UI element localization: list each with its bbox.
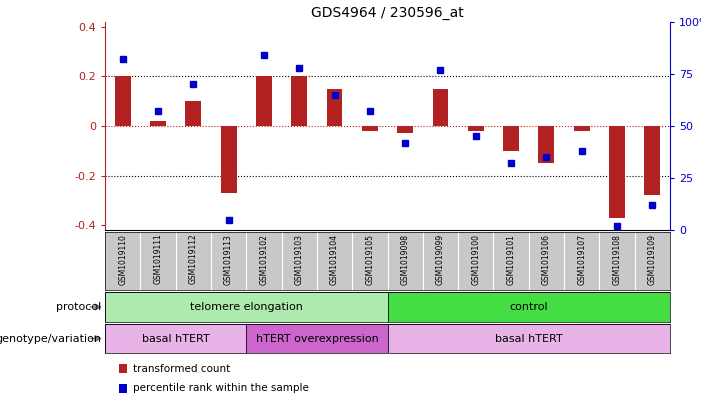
Text: GSM1019103: GSM1019103 (294, 234, 304, 285)
Text: GSM1019105: GSM1019105 (365, 234, 374, 285)
Bar (433, 89, 449, 126)
Bar (644, 126, 660, 195)
Bar (574, 126, 590, 131)
Bar (105, 292, 388, 322)
Text: protocol: protocol (56, 302, 102, 312)
Bar (256, 77, 272, 126)
Text: GSM1019106: GSM1019106 (542, 234, 551, 285)
Bar (150, 121, 166, 126)
Bar (292, 77, 307, 126)
Bar (362, 126, 378, 131)
Text: genotype/variation: genotype/variation (0, 334, 102, 343)
Bar (221, 126, 236, 193)
Bar (538, 126, 554, 163)
Text: GSM1019107: GSM1019107 (577, 234, 586, 285)
Text: GSM1019098: GSM1019098 (401, 234, 409, 285)
Text: GSM1019112: GSM1019112 (189, 234, 198, 285)
Text: percentile rank within the sample: percentile rank within the sample (133, 383, 309, 393)
Text: telomere elongation: telomere elongation (190, 302, 303, 312)
Bar (115, 77, 130, 126)
Text: GSM1019102: GSM1019102 (259, 234, 268, 285)
Bar (388, 324, 670, 353)
Text: GSM1019099: GSM1019099 (436, 234, 445, 285)
Bar (105, 324, 246, 353)
Text: GSM1019104: GSM1019104 (330, 234, 339, 285)
Text: GSM1019109: GSM1019109 (648, 234, 657, 285)
Text: GSM1019108: GSM1019108 (613, 234, 622, 285)
Bar (397, 126, 413, 134)
Text: GSM1019100: GSM1019100 (471, 234, 480, 285)
Bar (327, 89, 343, 126)
Text: basal hTERT: basal hTERT (142, 334, 210, 343)
Text: control: control (510, 302, 548, 312)
Bar (246, 324, 388, 353)
Bar (388, 292, 670, 322)
Bar (503, 126, 519, 151)
Text: hTERT overexpression: hTERT overexpression (255, 334, 379, 343)
Text: basal hTERT: basal hTERT (495, 334, 563, 343)
Text: GSM1019110: GSM1019110 (118, 234, 127, 285)
Text: transformed count: transformed count (133, 364, 231, 374)
Title: GDS4964 / 230596_at: GDS4964 / 230596_at (311, 6, 464, 20)
Bar (609, 126, 625, 218)
Text: GSM1019113: GSM1019113 (224, 234, 233, 285)
Text: GSM1019111: GSM1019111 (154, 234, 163, 285)
Bar (468, 126, 484, 131)
Bar (185, 101, 201, 126)
Text: GSM1019101: GSM1019101 (507, 234, 516, 285)
